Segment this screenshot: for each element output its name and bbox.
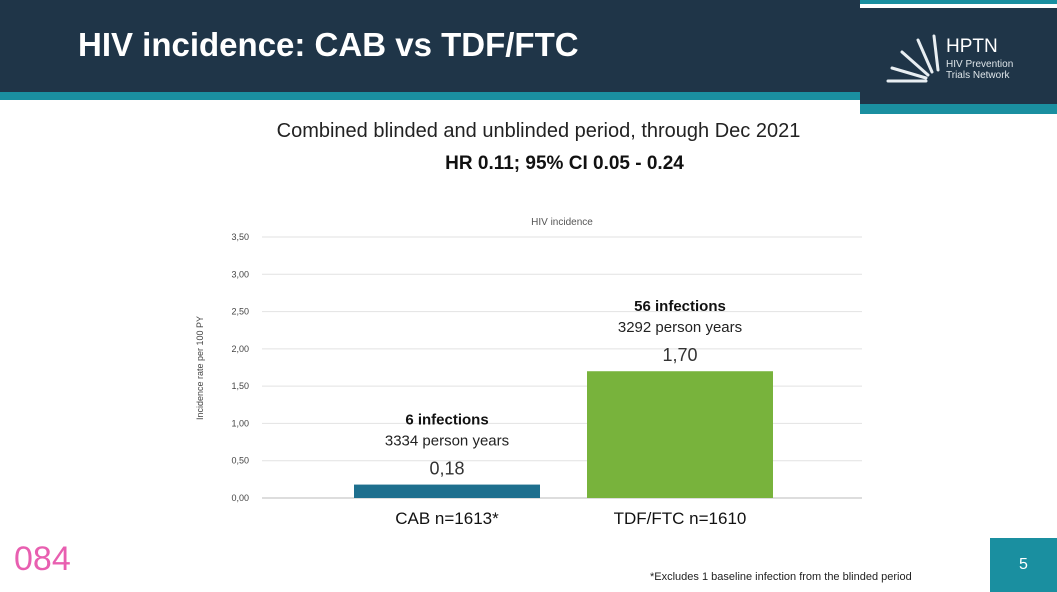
y-axis-label: Incidence rate per 100 PY: [195, 316, 205, 420]
value-label: 1,70: [662, 345, 697, 365]
header-bar: [0, 0, 860, 92]
bar: [354, 484, 540, 498]
annotation-person-years: 3334 person years: [385, 433, 509, 450]
value-label: 0,18: [429, 459, 464, 479]
logo-subtitle: HIV Prevention Trials Network: [946, 59, 1014, 81]
header-stripe: [0, 92, 860, 100]
bar: [587, 371, 773, 498]
annotation-person-years: 3292 person years: [618, 319, 742, 336]
y-tick-label: 0,00: [231, 493, 249, 503]
y-tick-label: 1,50: [231, 381, 249, 391]
y-tick-label: 3,50: [231, 232, 249, 242]
annotation-infections: 6 infections: [405, 412, 488, 429]
chart-subtitle: Combined blinded and unblinded period, t…: [276, 120, 801, 142]
y-tick-label: 2,00: [231, 344, 249, 354]
presenter-badge: 084: [14, 540, 71, 578]
y-tick-label: 2,50: [231, 307, 249, 317]
hptn-logo: [860, 8, 1057, 104]
logo-rays-icon: [886, 34, 940, 83]
category-label: TDF/FTC n=1610: [614, 509, 747, 528]
slide-title: HIV incidence: CAB vs TDF/FTC: [78, 26, 579, 63]
logo-name: HPTN: [946, 36, 998, 57]
hazard-ratio: HR 0.11; 95% CI 0.05 - 0.24: [445, 153, 684, 174]
y-tick-label: 3,00: [231, 269, 249, 279]
logo-stripe: [860, 104, 1057, 114]
annotation-infections: 56 infections: [634, 298, 726, 315]
y-tick-label: 0,50: [231, 456, 249, 466]
page-number: 5: [990, 538, 1057, 592]
footnote: *Excludes 1 baseline infection from the …: [650, 571, 912, 583]
chart-title: HIV incidence: [531, 217, 593, 228]
y-tick-label: 1,00: [231, 418, 249, 428]
category-label: CAB n=1613*: [395, 509, 499, 528]
